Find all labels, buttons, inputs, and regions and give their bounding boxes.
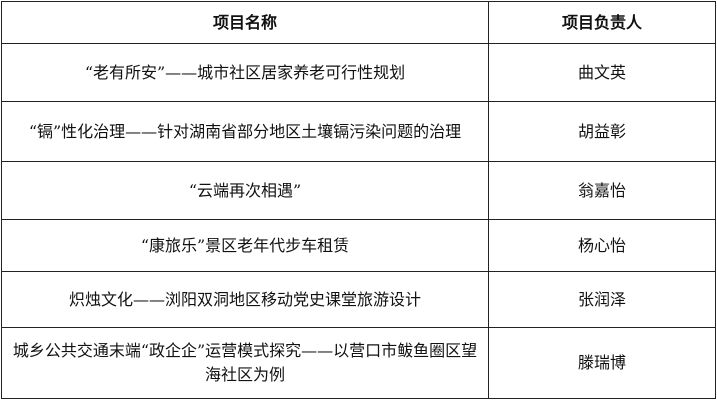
header-project-name: 项目名称 (1, 1, 489, 44)
project-name: 城乡公共交通末端“政企企”运营模式探究——以营口市鲅鱼圈区望海社区为例 (1, 327, 489, 399)
table-row: “云端再次相遇” 翁嘉怡 (1, 161, 716, 220)
project-leader: 翁嘉怡 (488, 161, 716, 220)
table-row: “老有所安”——城市社区居家养老可行性规划 曲文英 (1, 43, 716, 102)
table-row: “康旅乐”景区老年代步车租赁 杨心怡 (1, 219, 716, 272)
project-leader: 胡益彰 (488, 101, 716, 162)
project-name: “老有所安”——城市社区居家养老可行性规划 (1, 43, 489, 102)
header-row: 项目名称 项目负责人 (1, 1, 716, 44)
header-leader: 项目负责人 (488, 1, 716, 44)
project-name: “镉”性化治理——针对湖南省部分地区土壤镉污染问题的治理 (1, 101, 489, 162)
project-leader: 滕瑞博 (488, 327, 716, 399)
project-leader: 曲文英 (488, 43, 716, 102)
project-leader: 张润泽 (488, 271, 716, 328)
project-name: “康旅乐”景区老年代步车租赁 (1, 219, 489, 272)
table-row: 城乡公共交通末端“政企企”运营模式探究——以营口市鲅鱼圈区望海社区为例 滕瑞博 (1, 327, 716, 399)
table-row: 炽烛文化——浏阳双洞地区移动党史课堂旅游设计 张润泽 (1, 271, 716, 328)
project-name: 炽烛文化——浏阳双洞地区移动党史课堂旅游设计 (1, 271, 489, 328)
table-row: “镉”性化治理——针对湖南省部分地区土壤镉污染问题的治理 胡益彰 (1, 101, 716, 162)
project-leader: 杨心怡 (488, 219, 716, 272)
project-name: “云端再次相遇” (1, 161, 489, 220)
